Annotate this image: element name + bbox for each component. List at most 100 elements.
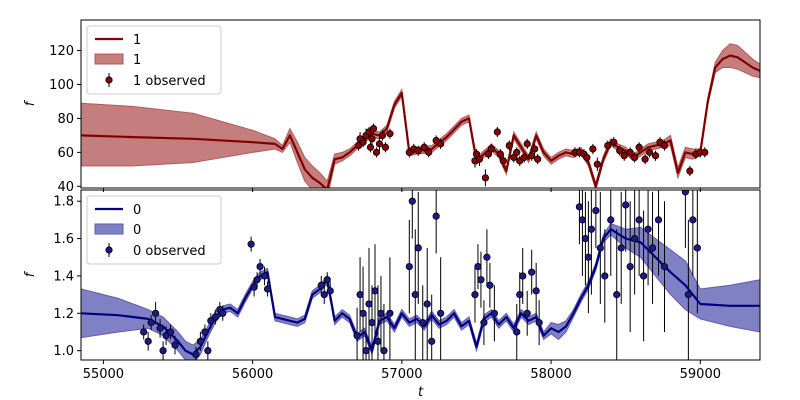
x-tick-label: 58000 bbox=[530, 367, 571, 382]
observed-point bbox=[320, 291, 328, 299]
observed-point bbox=[644, 225, 652, 233]
observed-point bbox=[532, 287, 540, 295]
y-tick-label: 60 bbox=[57, 146, 74, 161]
observed-point bbox=[375, 140, 384, 148]
observed-point bbox=[192, 350, 200, 358]
observed-point bbox=[211, 313, 219, 321]
observed-point bbox=[359, 309, 367, 317]
observed-point bbox=[369, 125, 378, 133]
bottom-y-axis-label: f bbox=[23, 270, 38, 277]
observed-point bbox=[601, 272, 609, 280]
legend-label: 1 observed bbox=[133, 74, 206, 89]
observed-point bbox=[583, 153, 591, 162]
y-tick-label: 100 bbox=[49, 78, 74, 93]
observed-point bbox=[368, 135, 376, 143]
observed-point bbox=[486, 281, 494, 289]
legend-label: 1 bbox=[133, 53, 141, 68]
observed-point bbox=[493, 128, 501, 136]
observed-point bbox=[372, 148, 381, 156]
legend-label: 0 bbox=[133, 203, 141, 218]
observed-point bbox=[639, 272, 648, 280]
observed-point bbox=[587, 225, 595, 233]
observed-point bbox=[386, 130, 394, 138]
x-tick-label: 56000 bbox=[232, 367, 273, 382]
observed-point bbox=[365, 300, 373, 308]
observed-point bbox=[483, 253, 491, 261]
y-tick-label: 120 bbox=[49, 44, 74, 59]
observed-point bbox=[616, 147, 624, 155]
observed-point bbox=[247, 240, 255, 248]
observed-point bbox=[377, 309, 385, 317]
observed-point bbox=[405, 262, 413, 271]
observed-point bbox=[260, 272, 269, 280]
observed-point bbox=[613, 291, 621, 299]
observed-point bbox=[437, 140, 445, 148]
observed-point bbox=[419, 319, 427, 327]
observed-point bbox=[386, 309, 394, 317]
observed-point bbox=[520, 153, 528, 162]
observed-point bbox=[622, 201, 630, 209]
observed-point bbox=[159, 347, 167, 355]
observed-point bbox=[607, 216, 615, 224]
y-tick-label: 1.2 bbox=[53, 307, 74, 322]
legend: 1 1 1 observed bbox=[86, 25, 222, 95]
observed-point bbox=[499, 157, 507, 165]
observed-point bbox=[631, 234, 639, 243]
observed-point bbox=[411, 291, 419, 299]
bottom-panel: 1.0 1.2 1.4 1.6 1.8 55000 56000 57000 58000 59000… bbox=[53, 189, 761, 382]
observed-point bbox=[414, 147, 422, 155]
observed-point bbox=[353, 332, 361, 340]
observed-point bbox=[660, 262, 669, 271]
observed-point bbox=[219, 309, 227, 317]
x-tick-label: 59000 bbox=[680, 367, 721, 382]
y-tick-label: 1.6 bbox=[53, 232, 74, 247]
observed-point bbox=[528, 152, 536, 160]
observed-point bbox=[596, 244, 604, 252]
plot-area bbox=[81, 190, 760, 360]
observed-point bbox=[423, 300, 431, 308]
observed-point bbox=[635, 143, 643, 151]
observed-point bbox=[171, 341, 179, 349]
observed-point bbox=[380, 347, 388, 355]
observed-point bbox=[323, 276, 331, 284]
observed-point bbox=[317, 281, 325, 289]
observed-point bbox=[368, 319, 376, 327]
observed-point bbox=[326, 287, 334, 295]
observed-point bbox=[516, 291, 524, 299]
observed-point bbox=[196, 337, 204, 345]
legend-box bbox=[86, 25, 222, 95]
axes-frame bbox=[80, 19, 761, 189]
observed-point bbox=[528, 268, 536, 276]
observed-point bbox=[378, 131, 387, 139]
x-tick-label: 57000 bbox=[381, 367, 422, 382]
observed-point bbox=[408, 197, 416, 205]
observed-point bbox=[531, 145, 539, 153]
observed-point bbox=[660, 141, 669, 150]
observed-point bbox=[156, 324, 164, 332]
observed-point bbox=[693, 244, 701, 252]
legend-label: 0 bbox=[133, 223, 141, 238]
observed-point bbox=[534, 155, 542, 163]
observed-point bbox=[166, 328, 175, 336]
observed-point bbox=[620, 152, 628, 160]
observed-point bbox=[610, 138, 618, 146]
observed-point bbox=[366, 143, 375, 151]
x-tick-label: 55000 bbox=[83, 367, 124, 382]
observed-point bbox=[471, 291, 479, 299]
observed-point bbox=[575, 203, 584, 211]
observed-point bbox=[645, 148, 654, 156]
observed-point bbox=[513, 328, 521, 336]
observed-point bbox=[437, 309, 445, 317]
observed-point bbox=[593, 160, 601, 168]
observed-point bbox=[490, 309, 498, 317]
observed-point bbox=[487, 145, 495, 153]
observed-error-bars bbox=[143, 190, 698, 360]
top-y-axis-label: f bbox=[23, 99, 38, 106]
observed-point bbox=[701, 148, 709, 156]
y-tick-label: 1.4 bbox=[53, 269, 74, 284]
mean-line bbox=[81, 54, 760, 188]
y-tick-label: 1.0 bbox=[53, 344, 74, 359]
observed-point bbox=[617, 244, 625, 252]
observed-point bbox=[356, 291, 364, 299]
